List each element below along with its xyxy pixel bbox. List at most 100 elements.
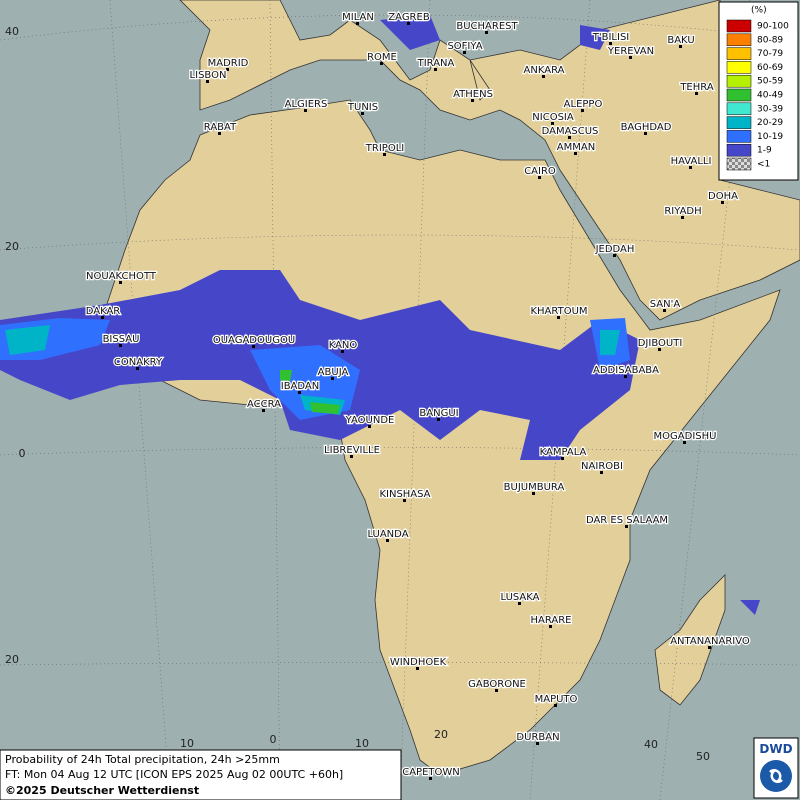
city-label: DJIBOUTI (638, 338, 683, 349)
city-label: HAVALLI (671, 156, 712, 167)
city-marker (689, 166, 692, 169)
city-marker (574, 152, 577, 155)
city-label: SOFIYA (447, 41, 482, 52)
city-label: LISBON (190, 70, 227, 81)
city-marker (304, 109, 307, 112)
legend-label: 1-9 (757, 146, 772, 156)
city-label: DAR ES SALAAM (586, 515, 668, 526)
longitude-label: 40 (644, 738, 658, 751)
legend-swatch (726, 116, 752, 129)
precipitation (0, 15, 760, 615)
legend-label: 50-59 (757, 77, 783, 87)
city-marker (136, 367, 139, 370)
city-marker (609, 42, 612, 45)
city-label: ALGIERS (285, 99, 328, 110)
city-marker (429, 777, 432, 780)
footer-box (0, 749, 402, 800)
legend-swatch (726, 102, 752, 116)
city-label: IBADAN (281, 381, 320, 392)
city-label: TUNIS (347, 102, 378, 113)
city-marker (341, 350, 344, 353)
city-label: ANKARA (524, 65, 565, 76)
longitude-label: 10 (355, 737, 369, 750)
footer-line: FT: Mon 04 Aug 12 UTC [ICON EPS 2025 Aug… (5, 768, 343, 781)
legend-label: <1 (757, 160, 770, 170)
city-marker (581, 109, 584, 112)
city-marker (542, 75, 545, 78)
city-marker (119, 344, 122, 347)
logo: DWD (759, 742, 792, 756)
city-marker (551, 122, 554, 125)
city-marker (119, 281, 122, 284)
city-label: ANTANANARIVO (670, 636, 750, 647)
city-marker (437, 418, 440, 421)
city-label: NAIROBI (581, 461, 623, 472)
city-label: KINSHASA (379, 489, 430, 500)
city-label: JEDDAH (595, 244, 635, 255)
city-label: TIRANA (417, 58, 455, 69)
city-label: CAIRO (524, 166, 556, 177)
legend-label: 90-100 (757, 22, 789, 32)
city-label: KANO (329, 340, 358, 351)
legend-title: (%) (751, 6, 767, 16)
logo-mark (760, 760, 792, 792)
city-label: DAKAR (86, 306, 121, 317)
city-label: BUCHAREST (456, 21, 518, 32)
city-label: YEREVAN (607, 46, 654, 57)
longitude-label: 50 (696, 750, 710, 763)
city-marker (658, 348, 661, 351)
city-marker (536, 742, 539, 745)
city-marker (683, 441, 686, 444)
city-label: DOHA (708, 191, 738, 202)
footer-line: Probability of 24h Total precipitation, … (5, 753, 280, 766)
city-marker (471, 99, 474, 102)
city-label: RABAT (204, 122, 237, 133)
legend-label: 30-39 (757, 104, 783, 114)
city-label: BISSAU (103, 334, 140, 345)
city-marker (206, 80, 209, 83)
legend-label: 60-69 (757, 63, 783, 73)
city-marker (557, 316, 560, 319)
city-label: ADDISABABA (593, 365, 659, 376)
city-marker (416, 667, 419, 670)
city-marker (298, 391, 301, 394)
city-marker (403, 499, 406, 502)
legend-swatch (726, 47, 752, 60)
city-label: DAMASCUS (542, 126, 599, 137)
footer-line: ©2025 Deutscher Wetterdienst (5, 784, 199, 797)
city-label: NICOSIA (532, 112, 574, 123)
legend-label: 40-49 (757, 91, 783, 101)
city-marker (721, 201, 724, 204)
legend-swatch (726, 157, 752, 171)
city-marker (252, 345, 255, 348)
city-marker (386, 539, 389, 542)
city-marker (549, 625, 552, 628)
city-labels: MILAN ZAGREB BUCHAREST T'BILISI BAKU ROME SOFI… (84, 11, 751, 780)
city-label: GABORONE (468, 679, 526, 690)
city-label: SAN'A (650, 299, 681, 310)
city-marker (568, 136, 571, 139)
city-marker (538, 176, 541, 179)
legend-swatch (726, 143, 752, 157)
legend-label: 10-19 (757, 132, 783, 142)
city-marker (262, 409, 265, 412)
legend: (%) 90-100 80-89 70-79 60-69 50-59 40-49 30-39 2… (718, 1, 799, 181)
city-marker (554, 704, 557, 707)
city-label: BANGUI (419, 408, 458, 419)
city-label: MADRID (208, 58, 249, 69)
longitude-label: 10 (180, 737, 194, 750)
city-label: LIBREVILLE (324, 445, 380, 456)
city-label: ROME (367, 52, 397, 63)
city-marker (624, 375, 627, 378)
city-marker (679, 45, 682, 48)
city-label: AMMAN (557, 142, 595, 153)
city-marker (600, 471, 603, 474)
legend-label: 20-29 (757, 118, 783, 128)
logo-swirl (769, 768, 783, 784)
city-label: ACCRA (247, 399, 281, 410)
city-label: ATHENS (453, 89, 493, 100)
city-marker (681, 216, 684, 219)
city-marker (532, 492, 535, 495)
city-marker (695, 92, 698, 95)
city-label: WINDHOEK (390, 657, 447, 668)
